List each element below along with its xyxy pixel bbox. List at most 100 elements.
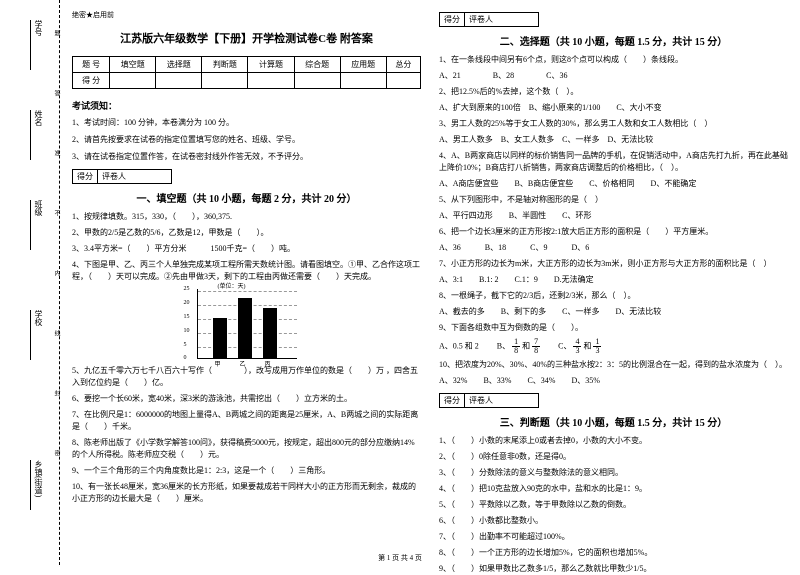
chart-unit: (单位：天) <box>218 281 246 290</box>
td[interactable] <box>110 73 156 89</box>
bar <box>213 318 227 358</box>
q: 4、A、B两家商店以同样的标价销售同一品牌的手机，在促销活动中，A商店先打九折，… <box>439 150 788 174</box>
q: 1、按规律填数。315，330，（ ），360,375. <box>72 211 421 223</box>
q: 5、九亿五千零六万七千八百六十写作（ ），改写成用万作单位的数是（ ）万 ，四舍… <box>72 365 421 389</box>
section3-heading: 三、判断题（共 10 小题，每题 1.5 分，共计 15 分） <box>439 414 788 429</box>
q: 10、把浓度为20%、30%、40%的三种盐水按2：3：5的比例混合在一起，得到… <box>439 359 788 371</box>
q: 6、（ ）小数都比整数小。 <box>439 515 788 527</box>
q: 2、甲数的2/5是乙数的5/6，乙数是12，甲数是（ ）。 <box>72 227 421 239</box>
q: 3、男工人数的25%等于女工人数的30%，那么男工人数和女工人数相比（ ） <box>439 118 788 130</box>
opt: A、扩大到原来的100倍 B、缩小原来的1/100 C、大小不变 <box>439 102 788 114</box>
and: 和 <box>522 341 530 350</box>
opt: A、3:1 B.1: 2 C.1：9 D.无法确定 <box>439 274 788 286</box>
opt: A、平行四边形 B、半圆性 C、环形 <box>439 210 788 222</box>
opt: A、36 B、18 C、9 D、6 <box>439 242 788 254</box>
score-label: 得分 <box>440 13 465 26</box>
fraction: 13 <box>593 338 601 355</box>
q: 4、下图是甲、乙、丙三个人单独完成某项工程所需天数统计图。请看图填空。①甲、乙合… <box>72 259 421 283</box>
th: 题 号 <box>73 57 110 73</box>
left-column: 绝密★启用前 江苏版六年级数学【下册】开学检测试卷C卷 附答案 题 号 填空题 … <box>72 10 421 561</box>
notice-item: 3、请在试卷指定位置作答，在试卷密封线外作答无效，不予评分。 <box>72 151 421 162</box>
xlab: 乙 <box>240 359 246 368</box>
q: 9、一个三个角形的三个内角度数比是1：2:3，这是一个（ ）三角形。 <box>72 465 421 477</box>
opt: A、32% B、33% C、34% D、35% <box>439 375 788 387</box>
q: 9、下面各组数中互为倒数的是（ ）。 <box>439 322 788 334</box>
exam-page: 学号 姓名 班级 学校 乡镇(街道) 题 答 准 不 内 线 封 密 绝密★启用… <box>0 0 800 565</box>
q: 6、要挖一个长60米，宽40米，深3米的游泳池，共需挖出（ ）立方米的土。 <box>72 393 421 405</box>
gridline <box>198 291 297 292</box>
field-id: 学号 <box>30 20 44 70</box>
opt: A、A商店便宜些 B、B商店便宜些 C、价格相同 D、不能确定 <box>439 178 788 190</box>
th: 计算题 <box>248 57 294 73</box>
score-table: 题 号 填空题 选择题 判断题 计算题 综合题 应用题 总分 得 分 <box>72 56 421 89</box>
ytick: 25 <box>184 286 190 292</box>
ytick: 5 <box>184 342 187 348</box>
grader-label: 评卷人 <box>465 394 538 407</box>
td[interactable] <box>156 73 202 89</box>
seal-mark: 密 <box>52 450 61 460</box>
q: 2、把12.5%后的%去掉，这个数（ ）。 <box>439 86 788 98</box>
q: 1、（ ）小数的末尾添上0或者去掉0，小数的大小不变。 <box>439 435 788 447</box>
seal-mark: 题 <box>52 30 61 40</box>
th: 判断题 <box>202 57 248 73</box>
q: 6、把一个边长3厘米的正方形按2:1放大后正方形的面积是（ ）平方厘米。 <box>439 226 788 238</box>
th: 选择题 <box>156 57 202 73</box>
grader-label: 评卷人 <box>98 170 171 183</box>
notice-heading: 考试须知： <box>72 99 421 112</box>
ytick: 0 <box>184 355 187 361</box>
q: 3、（ ）分数除法的意义与整数除法的意义相同。 <box>439 467 788 479</box>
scorer-box: 得分 评卷人 <box>439 12 539 27</box>
q: 8、一根绳子，截下它的2/3后，还剩2/3米，那么（ ）。 <box>439 290 788 302</box>
opt-a: A、0.5 和 2 <box>439 341 479 350</box>
seal-mark: 线 <box>52 330 61 340</box>
grader-label: 评卷人 <box>465 13 538 26</box>
q: 7、小正方形的边长为m米，大正方形的边长为3m米，则小正方形与大正方形的面积比是… <box>439 258 788 270</box>
binding-column: 学号 姓名 班级 学校 乡镇(街道) 题 答 准 不 内 线 封 密 <box>0 0 60 565</box>
th: 填空题 <box>110 57 156 73</box>
th: 应用题 <box>340 57 386 73</box>
fraction: 78 <box>532 338 540 355</box>
page-footer: 第 1 页 共 4 页 <box>0 553 800 563</box>
ytick: 15 <box>184 314 190 320</box>
xlab: 甲 <box>215 359 221 368</box>
td[interactable] <box>294 73 340 89</box>
main-content: 绝密★启用前 江苏版六年级数学【下册】开学检测试卷C卷 附答案 题 号 填空题 … <box>60 0 800 565</box>
td[interactable] <box>248 73 294 89</box>
ytick: 10 <box>184 328 190 334</box>
table-row: 题 号 填空题 选择题 判断题 计算题 综合题 应用题 总分 <box>73 57 421 73</box>
score-label: 得分 <box>440 394 465 407</box>
q: 1、在一条线段中间另有6个点，则这8个点可以构成（ ）条线段。 <box>439 54 788 66</box>
right-column: 得分 评卷人 二、选择题（共 10 小题，每题 1.5 分，共计 15 分） 1… <box>439 10 788 561</box>
th: 综合题 <box>294 57 340 73</box>
th: 总分 <box>386 57 420 73</box>
fraction: 43 <box>573 338 581 355</box>
scorer-box: 得分 评卷人 <box>439 393 539 408</box>
table-row: 得 分 <box>73 73 421 89</box>
seal-mark: 封 <box>52 390 61 400</box>
seal-mark: 准 <box>52 150 61 160</box>
q: 2、（ ）0除任意非0数，还是得0。 <box>439 451 788 463</box>
score-label: 得分 <box>73 170 98 183</box>
section2-heading: 二、选择题（共 10 小题，每题 1.5 分，共计 15 分） <box>439 33 788 48</box>
notice-item: 1、考试时间：100 分钟，本卷满分为 100 分。 <box>72 117 421 128</box>
fraction: 18 <box>512 338 520 355</box>
field-name: 姓名 <box>30 110 44 160</box>
opt-b: B、 <box>497 341 510 350</box>
q: 5、从下列图形中，不是轴对称图形的是（ ） <box>439 194 788 206</box>
field-class: 班级 <box>30 200 44 250</box>
bar-chart: (单位：天) 25 20 15 10 5 0 甲 乙 丙 <box>197 289 297 359</box>
td[interactable] <box>202 73 248 89</box>
q: 4、（ ）把10克盐放入90克的水中，盐和水的比是1：9。 <box>439 483 788 495</box>
exam-title: 江苏版六年级数学【下册】开学检测试卷C卷 附答案 <box>72 30 421 46</box>
q: 7、（ ）出勤率不可能超过100%。 <box>439 531 788 543</box>
q: 3、3.4平方米=（ ）平方分米 1500千克=（ ）吨。 <box>72 243 421 255</box>
q: 5、（ ）平数除以乙数，等于甲数除以乙数的倒数。 <box>439 499 788 511</box>
bar <box>238 298 252 358</box>
secret-label: 绝密★启用前 <box>72 10 421 20</box>
td[interactable] <box>340 73 386 89</box>
and: 和 <box>583 341 591 350</box>
xlab: 丙 <box>265 359 271 368</box>
td[interactable] <box>386 73 420 89</box>
opt: A、男工人数多 B、女工人数多 C、一样多 D、无法比较 <box>439 134 788 146</box>
notice-item: 2、请首先按要求在试卷的指定位置填写您的姓名、班级、学号。 <box>72 134 421 145</box>
